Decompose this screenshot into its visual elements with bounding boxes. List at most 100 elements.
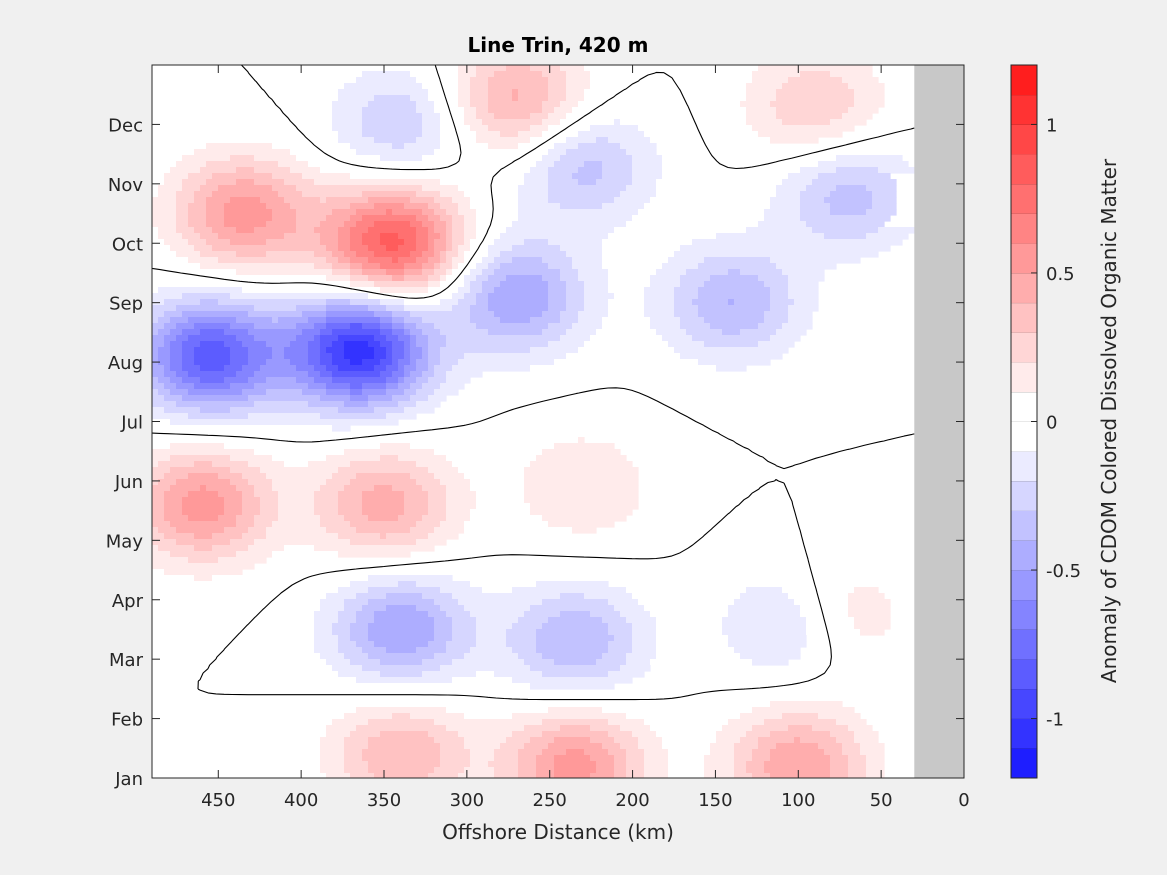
contour-cell [332,209,357,216]
contour-cell [854,89,885,96]
contour-cell [368,197,411,204]
contour-cell [458,185,519,192]
contour-cell [314,227,339,234]
contour-cell [452,617,477,624]
contour-cell [260,509,279,516]
contour-cell [770,287,789,294]
contour-cell [350,245,369,252]
contour-cell [428,359,441,366]
contour-cell [428,233,441,240]
contour-cell [626,617,657,624]
contour-cell [392,275,405,282]
contour-cell [734,761,747,768]
contour-cell [278,191,303,198]
contour-cell [626,713,741,720]
contour-cell [362,497,405,504]
contour-cell [650,323,681,330]
contour-cell [854,623,891,630]
contour-cell [878,167,915,174]
contour-cell [386,365,399,372]
contour-cell [428,509,447,516]
contour-cell [764,767,831,774]
contour-cell [338,245,351,252]
contour-cell [152,473,165,480]
contour-cell [740,329,777,336]
contour-cell [578,143,621,150]
contour-cell [434,101,459,108]
contour-cell [578,275,609,282]
contour-cell [392,143,405,150]
contour-cell [464,239,471,246]
contour-cell [392,323,405,330]
contour-cell [518,215,633,222]
zero-contour-lines [152,65,915,701]
contour-cell [506,737,531,744]
contour-cell [428,491,447,498]
contour-cell [656,635,729,642]
contour-cell [368,293,453,300]
contour-cell [530,605,615,612]
contour-cell [326,257,339,264]
contour-cell [494,671,543,678]
contour-cell [392,209,423,216]
contour-cell [248,377,267,384]
contour-cell [812,227,879,234]
contour-cell [428,641,447,648]
contour-cell [704,755,735,762]
contour-cell [332,629,351,636]
contour-cell [278,491,315,498]
contour-cell [152,89,339,96]
contour-cell [236,371,255,378]
contour-cell [362,71,411,78]
contour-cell [386,353,393,360]
contour-cell [452,305,471,312]
contour-cell [362,503,405,510]
contour-cell [614,767,627,774]
colorbar-tick-label: 0.5 [1046,264,1075,285]
contour-cell [626,767,645,774]
contour-cell [632,647,657,654]
contour-cell [338,509,363,516]
contour-cell [620,611,651,618]
contour-cell [338,137,375,144]
contour-cell [674,311,699,318]
contour-cell [494,239,525,246]
contour-cell [758,65,873,72]
contour-cell [782,119,831,126]
contour-cell [842,749,861,756]
contour-cell [602,245,681,252]
contour-cell [668,749,711,756]
contour-cell [674,287,699,294]
contour-cell [362,269,387,276]
contour-cell [476,497,525,504]
contour-cell [608,233,717,240]
contour-cell [422,269,435,276]
contour-cell [794,299,819,306]
contour-cell [224,527,249,534]
contour-cell [578,347,675,354]
contour-cell [248,545,285,552]
contour-cell [428,275,441,282]
contour-cell [314,377,333,384]
colorbar-swatch [1011,154,1037,185]
contour-cell [356,209,387,216]
contour-cell [152,125,333,132]
contour-cell [614,635,633,642]
contour-cell [422,659,453,666]
x-tick-label: 100 [781,790,815,811]
contour-cell [614,737,639,744]
contour-cell [248,347,273,354]
contour-cell [800,215,891,222]
contour-cell [530,737,555,744]
contour-cell [668,341,705,348]
contour-cell [416,215,429,222]
contour-cell [308,371,321,378]
contour-cell [494,773,519,778]
contour-cell [218,515,237,522]
contour-cell [788,275,825,282]
contour-cell [662,155,837,162]
contour-cell [422,83,459,90]
contour-cell [722,329,741,336]
contour-cell [242,497,261,504]
contour-cell [470,749,495,756]
